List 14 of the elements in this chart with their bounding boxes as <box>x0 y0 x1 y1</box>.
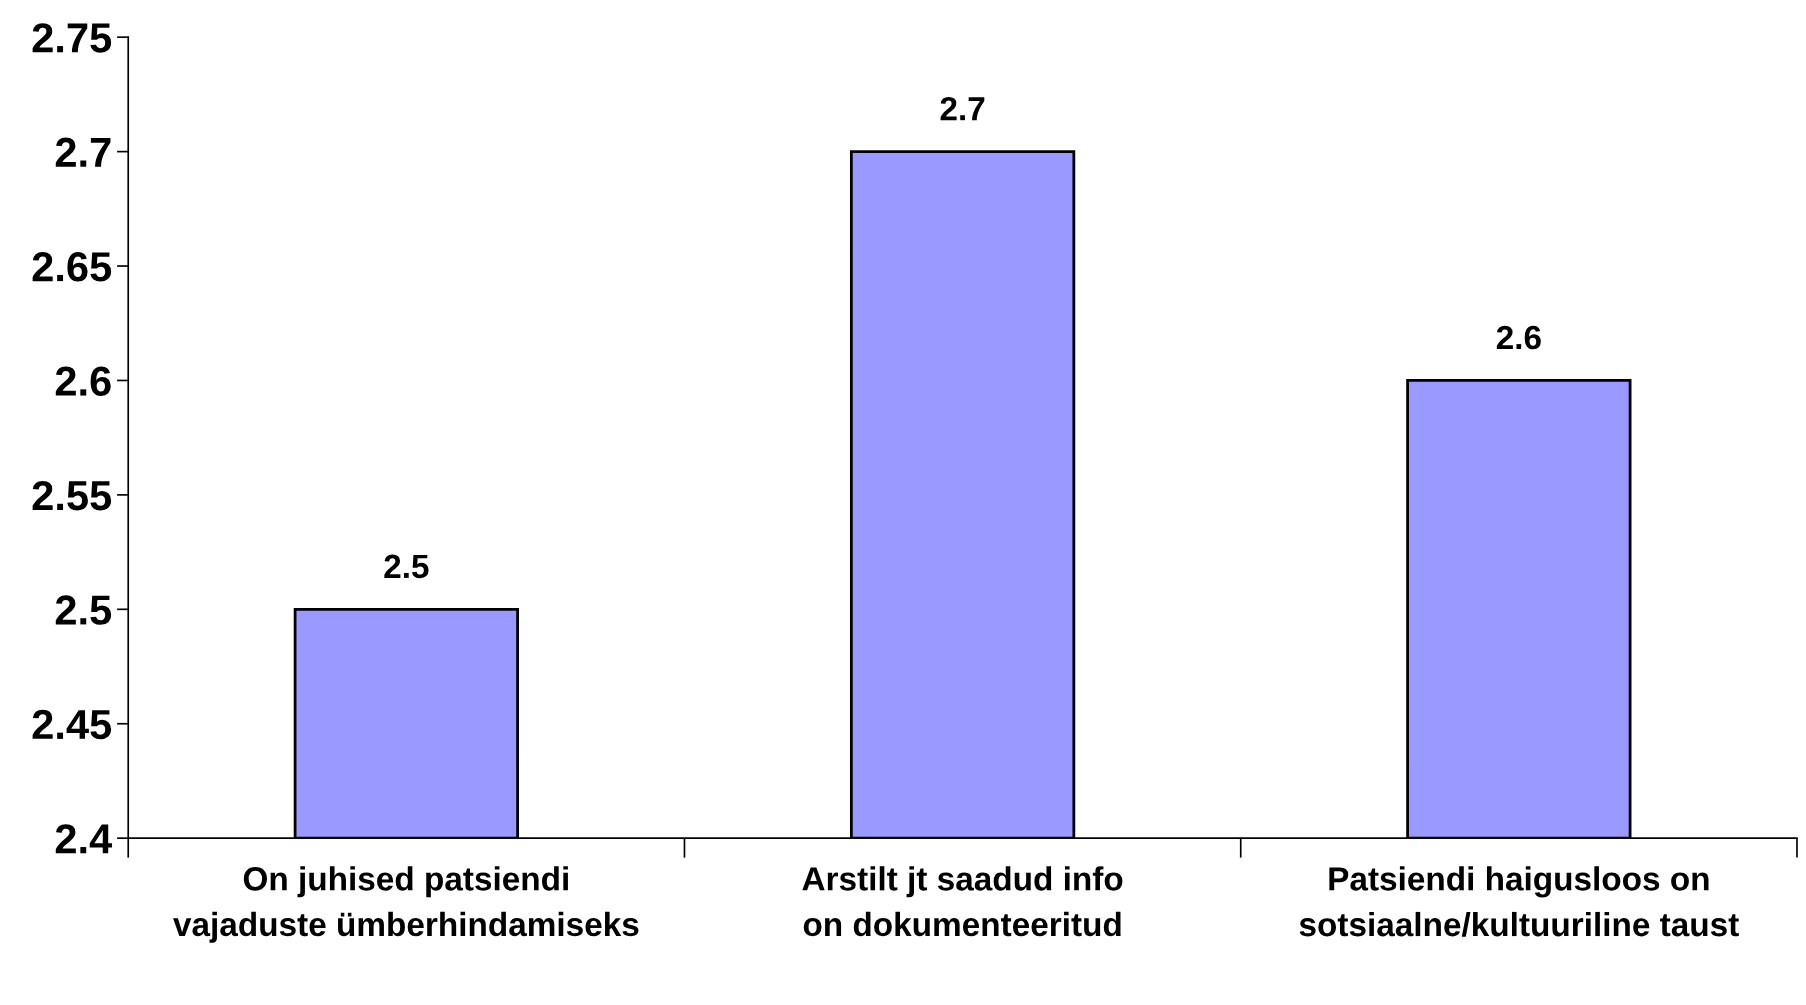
y-tick-label: 2.65 <box>32 252 112 282</box>
x-tick-label: On juhised patsiendi vajaduste ümberhindamiseks <box>173 866 639 943</box>
x-tick-label: Arstilt jt saadud info on dokumenteeritud <box>802 866 1123 937</box>
x-tick-label: Patsiendi haigusloos on sotsiaalne/kultuuriline taust <box>1299 866 1739 937</box>
y-tick-label: 2.55 <box>32 480 112 511</box>
data-label: 2.5 <box>384 554 429 579</box>
y-tick-label: 2.5 <box>55 595 112 625</box>
data-label: 2.7 <box>940 96 985 121</box>
data-label: 2.6 <box>1496 325 1541 350</box>
y-tick-label: 2.6 <box>55 366 111 396</box>
y-tick-label: 2.75 <box>32 23 112 53</box>
y-tick-label: 2.4 <box>55 824 113 854</box>
y-tick-label: 2.7 <box>55 137 111 167</box>
y-tick-label: 2.45 <box>32 709 112 740</box>
